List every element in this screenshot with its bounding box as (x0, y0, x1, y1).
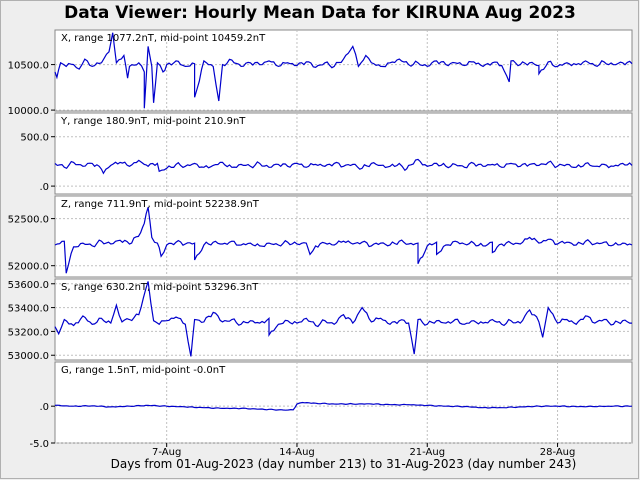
series-line-s (54, 281, 632, 357)
y-tick-label: .0 (39, 402, 49, 413)
y-tick-label: 53400.0 (8, 304, 49, 315)
y-tick-label: 10000.0 (8, 106, 49, 117)
x-tick-label: 7-Aug (152, 447, 181, 458)
x-tick-label: 14-Aug (279, 447, 315, 458)
y-tick-label: -5.0 (29, 439, 49, 450)
y-tick-label: .0 (39, 182, 49, 193)
x-tick-label: 28-Aug (540, 447, 576, 458)
x-axis-label: Days from 01-Aug-2023 (day number 213) t… (110, 457, 577, 471)
y-tick-label: 53600.0 (8, 280, 49, 291)
panel-label-y: Y, range 180.9nT, mid-point 210.9nT (60, 116, 246, 127)
x-tick-label: 21-Aug (409, 447, 445, 458)
panel-label-s: S, range 630.2nT, mid-point 53296.3nT (61, 282, 259, 293)
chart-title: Data Viewer: Hourly Mean Data for KIRUNA… (64, 3, 576, 23)
panel-label-g: G, range 1.5nT, mid-point -0.0nT (61, 365, 226, 376)
y-tick-label: 53000.0 (8, 351, 49, 362)
panel-s (54, 278, 633, 361)
y-tick-label: 500.0 (20, 133, 49, 144)
y-tick-label: 52000.0 (8, 262, 49, 273)
y-tick-label: 10500.0 (8, 61, 49, 72)
series-line-y (54, 158, 633, 175)
panel-label-z: Z, range 711.9nT, mid-point 52238.9nT (61, 199, 260, 210)
y-tick-label: 53200.0 (8, 327, 49, 338)
series-line-x (54, 32, 633, 109)
panel-y (54, 112, 633, 195)
series-line-z (54, 207, 633, 274)
panel-x (54, 29, 633, 112)
y-tick-label: 52500.0 (8, 215, 49, 226)
panel-label-x: X, range 1077.2nT, mid-point 10459.2nT (61, 33, 266, 44)
panel-g (54, 361, 633, 444)
series-line-g (54, 401, 633, 411)
